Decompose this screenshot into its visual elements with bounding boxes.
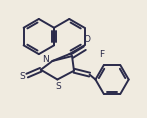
Text: N: N [42,55,49,64]
Text: F: F [99,50,104,59]
Text: O: O [83,35,90,44]
Text: S: S [55,82,61,91]
Text: S: S [19,72,25,81]
